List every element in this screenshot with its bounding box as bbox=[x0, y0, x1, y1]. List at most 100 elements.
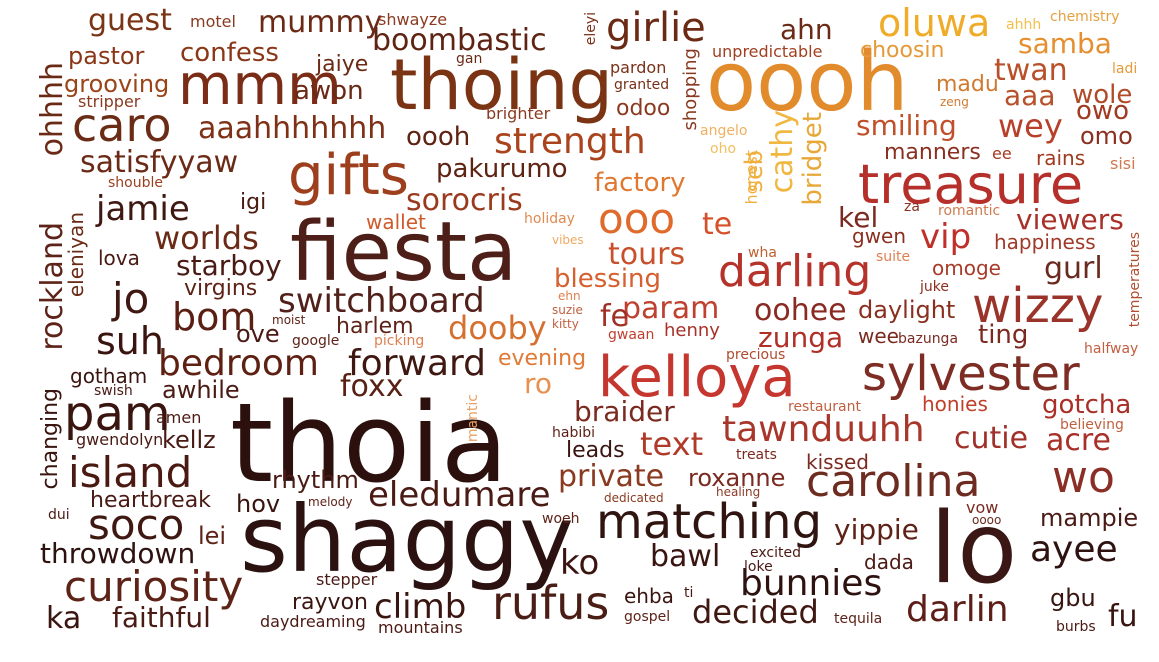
word: granted bbox=[614, 77, 670, 93]
word: wee bbox=[858, 324, 899, 348]
word: bridget bbox=[798, 112, 828, 206]
word: darlin bbox=[906, 589, 1009, 630]
word: text bbox=[640, 425, 704, 463]
word: dedicated bbox=[604, 491, 664, 505]
word: ko bbox=[560, 543, 600, 583]
word: rayvon bbox=[292, 590, 368, 615]
word: suh bbox=[96, 319, 164, 363]
word: oohee bbox=[754, 293, 847, 328]
word: heartbreak bbox=[90, 488, 211, 513]
word: gwen bbox=[852, 224, 907, 248]
word: rains bbox=[1036, 146, 1086, 170]
word: gotcha bbox=[1042, 390, 1132, 420]
word: tawnduuhh bbox=[722, 409, 925, 450]
word: unpredictable bbox=[712, 42, 823, 61]
word: ehba bbox=[624, 584, 674, 608]
word: oooh bbox=[406, 122, 471, 152]
word: mmm bbox=[178, 53, 342, 118]
word: omoge bbox=[932, 256, 1001, 280]
word: soco bbox=[88, 500, 185, 549]
word: throwdown bbox=[40, 537, 196, 570]
word: bunnies bbox=[740, 563, 883, 604]
word: happiness bbox=[994, 230, 1096, 254]
word: climb bbox=[374, 587, 467, 627]
word: fiesta bbox=[290, 205, 518, 300]
word: worlds bbox=[154, 219, 259, 257]
word: shaggy bbox=[240, 486, 574, 593]
word: stripper bbox=[78, 92, 141, 111]
word: brighter bbox=[486, 104, 551, 123]
word: harlem bbox=[336, 314, 414, 339]
word: jaiye bbox=[316, 52, 369, 77]
word: owo bbox=[1076, 96, 1130, 126]
word: chemistry bbox=[1050, 9, 1120, 25]
word: gan bbox=[456, 51, 483, 67]
word: woeh bbox=[542, 511, 580, 527]
word: stepper bbox=[316, 570, 378, 589]
word: loke bbox=[744, 559, 773, 575]
word: omo bbox=[1080, 122, 1133, 150]
word: guest bbox=[88, 3, 172, 38]
word: fu bbox=[1108, 599, 1138, 634]
word: suite bbox=[876, 249, 911, 265]
word: dada bbox=[864, 550, 914, 574]
word: braider bbox=[574, 395, 675, 428]
word: virgins bbox=[184, 276, 258, 301]
word: gotham bbox=[70, 364, 148, 388]
word: wole bbox=[1072, 80, 1133, 110]
word: rufus bbox=[492, 576, 610, 630]
word: blessing bbox=[554, 264, 662, 294]
word: lei bbox=[198, 522, 227, 550]
word: odoo bbox=[616, 96, 671, 121]
word: oho bbox=[710, 141, 737, 157]
word: gbu bbox=[1050, 584, 1096, 612]
word: honest bbox=[742, 150, 761, 205]
word: girlie bbox=[606, 5, 706, 51]
word: kitty bbox=[552, 317, 579, 331]
word: param bbox=[622, 291, 720, 326]
word: foxx bbox=[340, 369, 404, 404]
word: confess bbox=[180, 38, 279, 68]
word: roxanne bbox=[688, 464, 786, 492]
word: ahhh bbox=[1006, 17, 1042, 33]
word: kelloya bbox=[598, 345, 796, 410]
word: angelo bbox=[700, 123, 748, 139]
word: henny bbox=[664, 320, 720, 341]
word: darling bbox=[718, 246, 872, 297]
word: bom bbox=[172, 295, 257, 339]
word: sorocris bbox=[406, 183, 523, 218]
word: ooo bbox=[598, 194, 676, 243]
word: twan bbox=[994, 53, 1068, 88]
word: switchboard bbox=[278, 281, 485, 321]
word: holiday bbox=[524, 211, 575, 227]
word: gurl bbox=[1044, 251, 1103, 286]
word: awhile bbox=[162, 376, 240, 404]
word: motel bbox=[190, 12, 236, 31]
word: matching bbox=[596, 494, 823, 550]
word: sisi bbox=[1110, 154, 1136, 173]
word: kellz bbox=[162, 426, 216, 454]
word: gospel bbox=[624, 609, 671, 625]
word: bawl bbox=[650, 539, 721, 574]
word: faithful bbox=[112, 601, 211, 634]
word: ahn bbox=[780, 13, 833, 46]
word: shopping bbox=[680, 48, 701, 131]
word: gifts bbox=[288, 143, 409, 208]
word: ohhhh bbox=[35, 62, 70, 157]
word: gwaan bbox=[608, 327, 655, 343]
word: halfway bbox=[1084, 341, 1139, 357]
word: eleniyan bbox=[64, 212, 88, 298]
word: cathy bbox=[765, 110, 800, 194]
word: vibes bbox=[552, 233, 584, 247]
word: carolina bbox=[806, 456, 981, 507]
word: yippie bbox=[834, 513, 919, 546]
word: leads bbox=[566, 438, 625, 463]
word: oluwa bbox=[878, 1, 991, 45]
word: shouble bbox=[108, 175, 163, 191]
word: pakurumo bbox=[436, 154, 568, 184]
word: bazunga bbox=[898, 331, 959, 347]
word: mantic bbox=[465, 394, 481, 443]
word: wha bbox=[748, 245, 777, 261]
word: samba bbox=[1018, 27, 1112, 60]
